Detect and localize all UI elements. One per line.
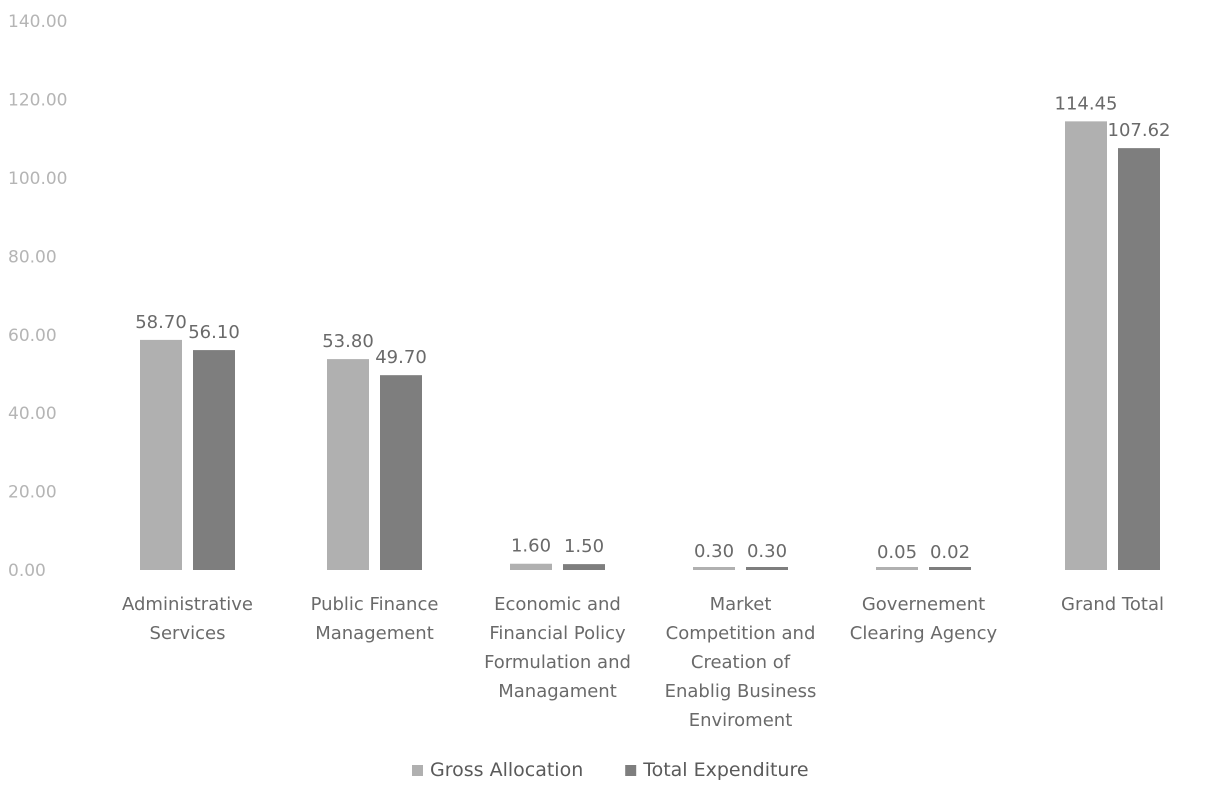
data-label: 1.50 xyxy=(564,536,604,557)
category-label-line: Economic and xyxy=(494,594,621,615)
y-tick-label: 120.00 xyxy=(8,91,67,111)
y-tick-label: 0.00 xyxy=(8,561,46,581)
category-label: Administrative Services xyxy=(122,594,253,644)
y-tick-label: 20.00 xyxy=(8,483,57,503)
bar-total-expenditure xyxy=(380,375,422,570)
data-label: 0.30 xyxy=(747,541,787,562)
data-label: 56.10 xyxy=(188,322,240,343)
y-tick-label: 40.00 xyxy=(8,404,57,424)
y-tick-label: 80.00 xyxy=(8,247,57,267)
category-label: Governement Clearing Agency xyxy=(850,594,998,644)
category-label-line: Services xyxy=(150,623,226,644)
bar-total-expenditure xyxy=(1118,148,1160,571)
data-label: 107.62 xyxy=(1108,120,1171,141)
category-label-line: Public Finance xyxy=(311,594,439,615)
bar-gross-allocation xyxy=(1065,121,1107,570)
category-label-line: Market xyxy=(710,594,772,615)
legend-swatch xyxy=(412,765,423,776)
category-label-line: Financial Policy xyxy=(489,623,626,644)
data-label: 49.70 xyxy=(375,347,427,368)
bar-total-expenditure xyxy=(563,564,605,570)
bar-total-expenditure xyxy=(746,567,788,570)
category-label-line: Competition and xyxy=(666,623,816,644)
category-label: Market Competition and Creation of Enablig … xyxy=(665,594,817,731)
data-label: 0.05 xyxy=(877,542,917,563)
legend-label: Total Expenditure xyxy=(642,759,808,781)
category-label-line: Clearing Agency xyxy=(850,623,998,644)
category-label-line: Grand Total xyxy=(1061,594,1164,615)
data-label: 114.45 xyxy=(1055,93,1118,114)
data-label: 0.02 xyxy=(930,542,970,563)
y-tick-label: 100.00 xyxy=(8,169,67,189)
bar-gross-allocation xyxy=(327,359,369,570)
bar-gross-allocation xyxy=(693,567,735,570)
category-label: Public Finance Management xyxy=(311,594,439,644)
category-label-line: Enablig Business xyxy=(665,681,817,702)
category-label-line: Management xyxy=(315,623,434,644)
data-label: 0.30 xyxy=(694,541,734,562)
category-label-line: Managament xyxy=(498,681,617,702)
bar-gross-allocation xyxy=(876,567,918,570)
category-label-line: Creation of xyxy=(691,652,791,673)
category-label-line: Formulation and xyxy=(484,652,631,673)
bar-total-expenditure xyxy=(193,350,235,570)
category-label: Grand Total xyxy=(1061,594,1164,615)
bar-gross-allocation xyxy=(510,563,552,570)
legend-swatch xyxy=(625,765,637,776)
category-label-line: Governement xyxy=(862,594,985,615)
y-tick-label: 60.00 xyxy=(8,326,57,346)
category-label: Economic and Financial Policy Formulation … xyxy=(484,594,631,702)
category-label-line: Administrative xyxy=(122,594,253,615)
y-tick-label: 140.00 xyxy=(8,12,67,32)
data-label: 1.60 xyxy=(511,536,551,557)
data-label: 58.70 xyxy=(135,312,187,333)
category-label-line: Enviroment xyxy=(689,710,793,731)
bar-gross-allocation xyxy=(140,339,182,570)
data-label: 53.80 xyxy=(322,331,374,352)
bar-total-expenditure xyxy=(929,567,971,570)
legend-label: Gross Allocation xyxy=(430,759,583,781)
